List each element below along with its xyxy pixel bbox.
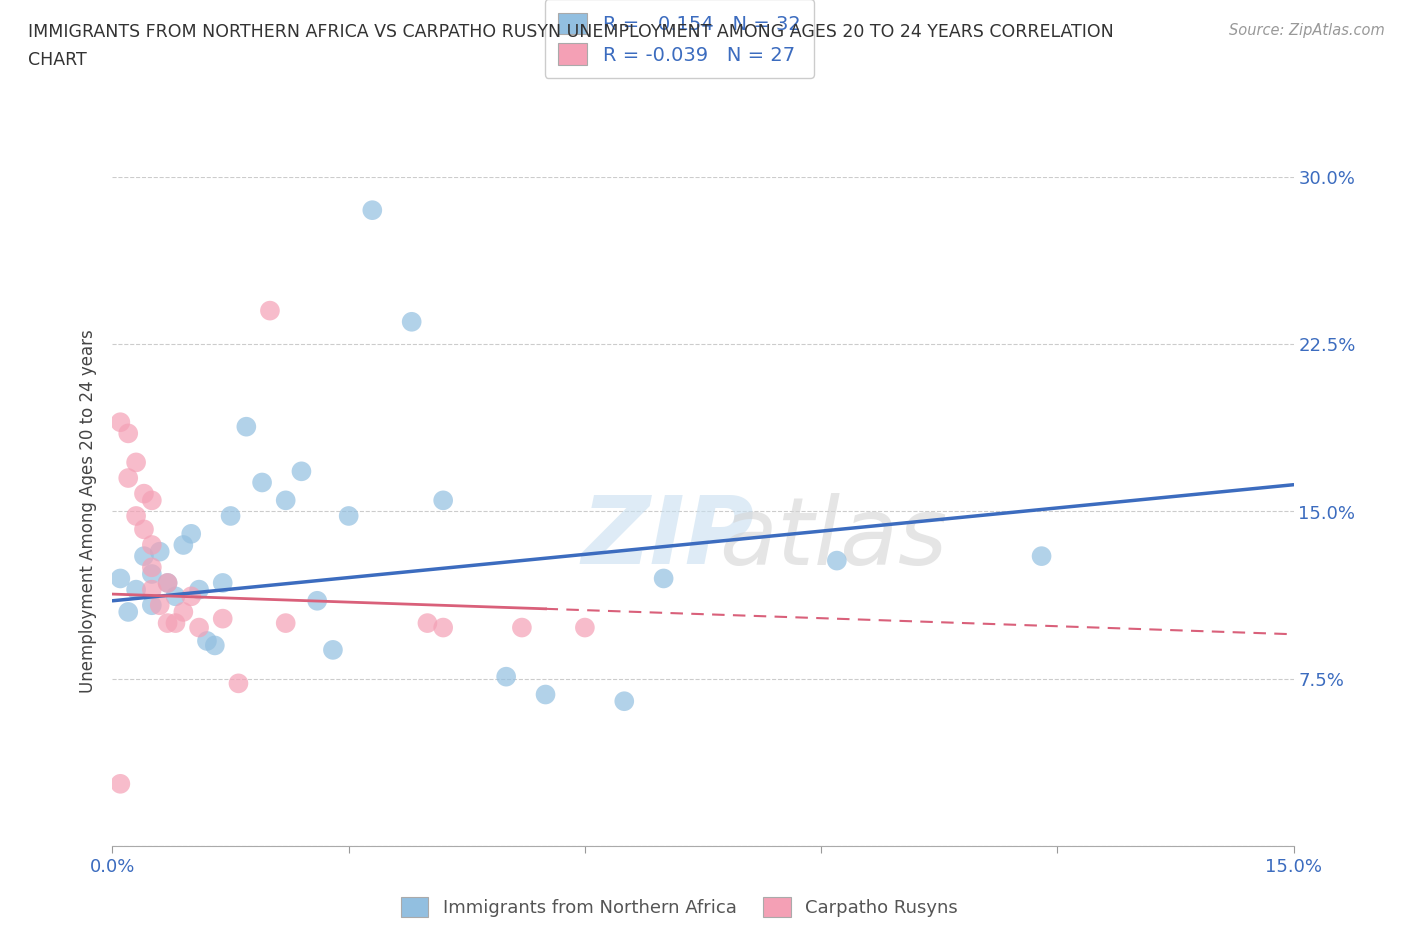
Point xyxy=(156,576,179,591)
Point xyxy=(219,509,242,524)
Point xyxy=(141,493,163,508)
Point xyxy=(534,687,557,702)
Text: atlas: atlas xyxy=(718,493,948,584)
Point xyxy=(141,538,163,552)
Point xyxy=(149,598,172,613)
Point xyxy=(172,604,194,619)
Point xyxy=(432,493,454,508)
Point xyxy=(211,611,233,626)
Point xyxy=(141,598,163,613)
Point xyxy=(141,582,163,597)
Point xyxy=(432,620,454,635)
Point xyxy=(401,314,423,329)
Point xyxy=(510,620,533,635)
Point xyxy=(228,676,250,691)
Y-axis label: Unemployment Among Ages 20 to 24 years: Unemployment Among Ages 20 to 24 years xyxy=(79,329,97,694)
Point xyxy=(149,544,172,559)
Point xyxy=(141,566,163,581)
Point xyxy=(156,576,179,591)
Point xyxy=(307,593,329,608)
Point xyxy=(235,419,257,434)
Point xyxy=(259,303,281,318)
Point xyxy=(180,589,202,604)
Point xyxy=(125,509,148,524)
Point xyxy=(416,616,439,631)
Point xyxy=(180,526,202,541)
Point xyxy=(250,475,273,490)
Point xyxy=(110,777,132,791)
Point xyxy=(165,616,187,631)
Point xyxy=(141,560,163,575)
Point xyxy=(274,616,297,631)
Point xyxy=(165,589,187,604)
Point xyxy=(132,549,155,564)
Point xyxy=(574,620,596,635)
Point xyxy=(495,670,517,684)
Point xyxy=(117,471,139,485)
Point xyxy=(117,604,139,619)
Point xyxy=(361,203,384,218)
Point xyxy=(337,509,360,524)
Point xyxy=(172,538,194,552)
Point xyxy=(156,616,179,631)
Point xyxy=(825,553,848,568)
Point xyxy=(274,493,297,508)
Point xyxy=(188,620,211,635)
Point xyxy=(188,582,211,597)
Text: Source: ZipAtlas.com: Source: ZipAtlas.com xyxy=(1229,23,1385,38)
Point xyxy=(204,638,226,653)
Legend: Immigrants from Northern Africa, Carpatho Rusyns: Immigrants from Northern Africa, Carpath… xyxy=(394,890,965,924)
Point xyxy=(125,455,148,470)
Text: CHART: CHART xyxy=(28,51,87,69)
Point xyxy=(110,415,132,430)
Text: ZIP: ZIP xyxy=(581,492,754,584)
Point xyxy=(117,426,139,441)
Point xyxy=(211,576,233,591)
Point xyxy=(125,582,148,597)
Point xyxy=(132,522,155,537)
Point xyxy=(132,486,155,501)
Point xyxy=(652,571,675,586)
Point xyxy=(1031,549,1053,564)
Point xyxy=(110,571,132,586)
Point xyxy=(322,643,344,658)
Text: IMMIGRANTS FROM NORTHERN AFRICA VS CARPATHO RUSYN UNEMPLOYMENT AMONG AGES 20 TO : IMMIGRANTS FROM NORTHERN AFRICA VS CARPA… xyxy=(28,23,1114,41)
Point xyxy=(290,464,312,479)
Point xyxy=(613,694,636,709)
Point xyxy=(195,633,218,648)
